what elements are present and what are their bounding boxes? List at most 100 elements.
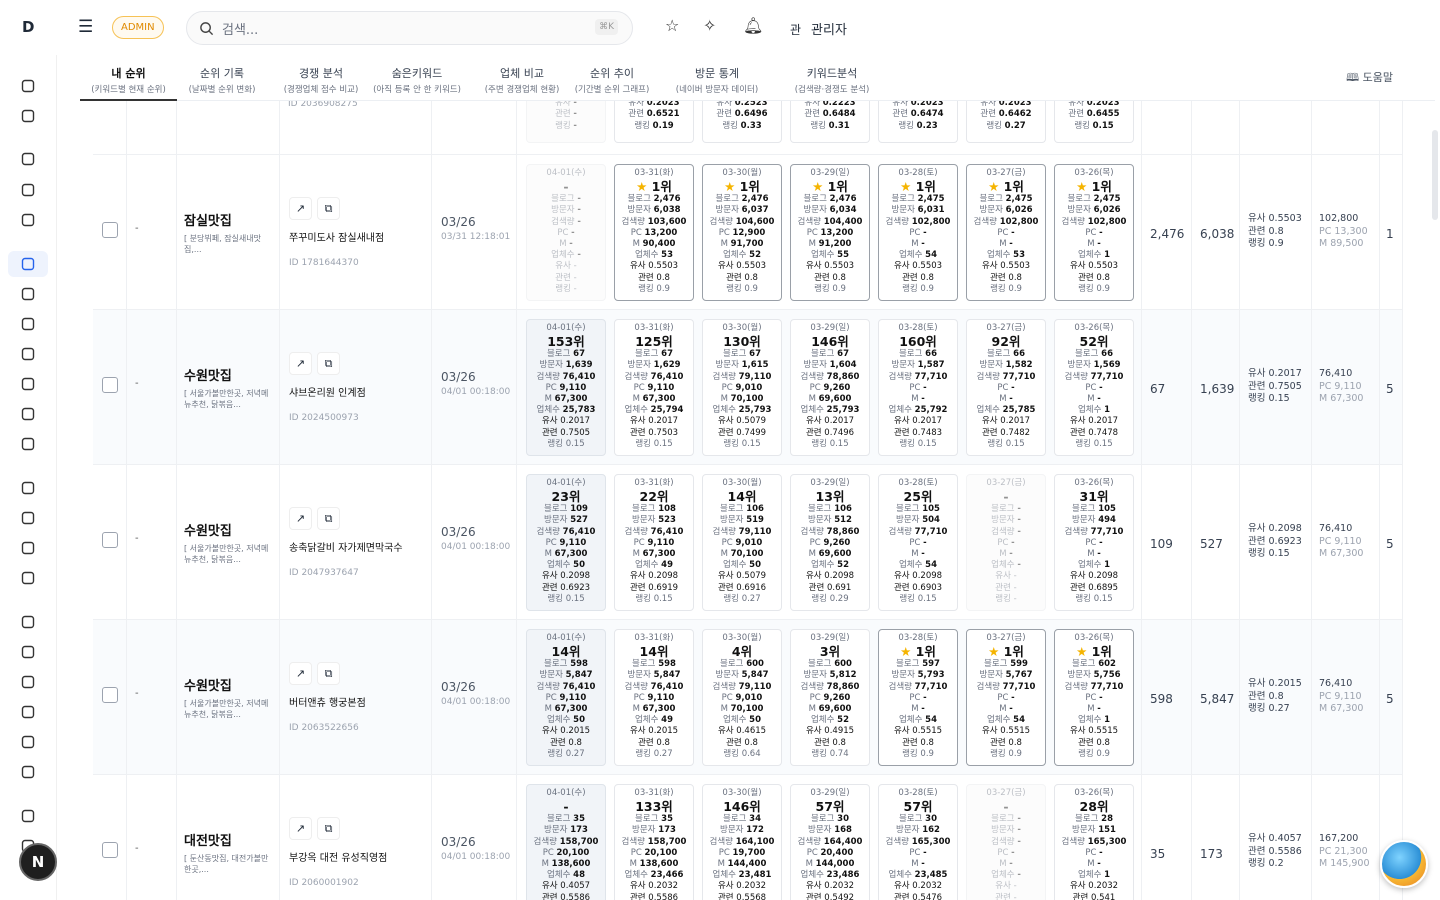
tab-1[interactable]: 순위 기록 (날짜별 순위 변화) <box>177 65 267 101</box>
sidebar-item-12[interactable] <box>8 475 48 501</box>
card-rel: 관련 0.8 <box>902 737 934 748</box>
card-date: 03-26(목) <box>1074 168 1114 178</box>
copy-icon[interactable]: ⧉ <box>317 662 340 685</box>
hamburger-menu-icon[interactable]: ☰ <box>78 17 94 37</box>
sidebar-item-13[interactable] <box>8 505 48 531</box>
search-volume: 167,200 PC 21,300 M 145,900 <box>1319 833 1370 871</box>
tab-4[interactable]: 업체 비교 (주변 경쟁업체 현황) <box>477 65 567 101</box>
card-blog-value: 67 <box>837 349 849 360</box>
row-checkbox[interactable] <box>102 842 118 858</box>
sidebar-item-18[interactable] <box>8 669 48 695</box>
copy-icon[interactable]: ⧉ <box>317 352 340 375</box>
card-pc-value: - <box>1099 227 1103 238</box>
card-search-value: 165,300 <box>911 836 951 847</box>
place-name[interactable]: 버터앤츄 행궁본점 <box>289 698 366 709</box>
sidebar-item-9[interactable] <box>8 371 48 397</box>
updated-datetime: 03/31 12:18:01 <box>441 232 511 242</box>
row-checkbox[interactable] <box>102 222 118 238</box>
table-cell: 03/26 03/31 12:18:01 <box>432 155 517 309</box>
card-pc-label: PC <box>630 847 645 858</box>
tab-7[interactable]: 키워드분석 (검색량·경쟁도 분석) <box>777 65 887 101</box>
card-visitors-label: 방문자 <box>1067 360 1094 371</box>
help-button[interactable]: 🕮 도움말 <box>1346 69 1393 88</box>
card-m: M 67,300 <box>527 704 605 715</box>
sidebar-item-20[interactable] <box>8 729 48 755</box>
keyword-cell[interactable]: 수원맛집 [ 서울가볼만한곳, 저녁메뉴추천, 닭볶음... <box>184 520 274 565</box>
external-link-icon[interactable]: ↗ <box>289 352 312 375</box>
row-checkbox[interactable] <box>102 377 118 393</box>
sidebar-item-17[interactable] <box>8 639 48 665</box>
floating-globe-button[interactable] <box>1380 840 1428 888</box>
table-cell <box>1312 95 1380 154</box>
sidebar-item-1[interactable] <box>8 103 48 129</box>
star-icon: ★ <box>988 644 1004 660</box>
bell-icon[interactable]: 🔔︎ <box>743 16 764 35</box>
card-rank: 52위 <box>1079 334 1109 350</box>
tab-6[interactable]: 방문 통계 (네이버 방문자 데이터) <box>657 65 777 101</box>
card-rank: 14위 <box>727 489 757 505</box>
sidebar-item-22[interactable] <box>8 803 48 829</box>
copy-icon[interactable]: ⧉ <box>317 197 340 220</box>
star-icon[interactable]: ☆ <box>665 16 680 35</box>
card-m: M 90,400 <box>615 239 693 250</box>
sidebar-item-3[interactable] <box>8 177 48 203</box>
blog-count: 109 <box>1150 537 1173 551</box>
place-name[interactable]: 샤브온리원 인계점 <box>289 388 366 399</box>
keyword-cell[interactable]: 수원맛집 [ 서울가볼만한곳, 저녁메뉴추천, 닭볶음... <box>184 675 274 720</box>
sidebar-item-4[interactable] <box>8 207 48 233</box>
sidebar-item-15[interactable] <box>8 565 48 591</box>
row-checkbox[interactable] <box>102 687 118 703</box>
card-date: 04-01(수) <box>546 168 586 178</box>
card-blog-value: 106 <box>834 504 852 515</box>
external-link-icon[interactable]: ↗ <box>289 662 312 685</box>
card-search-value: 76,410 <box>562 526 596 537</box>
sidebar-item-16[interactable] <box>8 609 48 635</box>
card-blog-label: 블로그 <box>898 814 926 825</box>
place-name[interactable]: 쭈꾸미도사 잠실새내점 <box>289 233 385 244</box>
card-rank: 57위 <box>903 799 933 815</box>
table-cell: 잠실맛집 [ 분당뷔페, 잠실새내맛집,... <box>177 155 280 309</box>
sidebar-item-19[interactable] <box>8 699 48 725</box>
copy-icon[interactable]: ⧉ <box>317 507 340 530</box>
place-name[interactable]: 송축닭갈비 자가제면막국수 <box>289 543 403 554</box>
card-score: 랭킹 0.74 <box>811 748 849 759</box>
keyword-cell[interactable]: 잠실맛집 [ 분당뷔페, 잠실새내맛집,... <box>184 210 274 255</box>
card-score: 랭킹 0.64 <box>723 748 761 759</box>
sidebar-item-7[interactable] <box>8 311 48 337</box>
avatar[interactable]: N <box>19 843 57 881</box>
sidebar-item-14[interactable] <box>8 535 48 561</box>
external-link-icon[interactable]: ↗ <box>289 197 312 220</box>
scrollbar[interactable] <box>1432 130 1438 220</box>
search-input[interactable]: 검색... ⌘K <box>186 11 633 45</box>
external-link-icon[interactable]: ↗ <box>289 507 312 530</box>
tab-3[interactable]: 숨은키워드 (아직 등록 안 한 키워드) <box>357 65 477 101</box>
card-sim-label: 유사 <box>980 98 999 109</box>
card-biz: 업체수 55 <box>791 250 869 261</box>
card-biz-value: 54 <box>1013 715 1025 726</box>
row-checkbox[interactable] <box>102 532 118 548</box>
external-link-icon[interactable]: ↗ <box>289 817 312 840</box>
sparkle-icon[interactable]: ✧ <box>703 16 717 35</box>
card-sim: 유사 0.5503 <box>717 261 767 272</box>
card-m-label: M <box>911 239 922 250</box>
sidebar-item-8[interactable] <box>8 341 48 367</box>
tab-2[interactable]: 경쟁 분석 (경쟁업체 점수 비교) <box>267 65 375 101</box>
card-biz-label: 업체수 <box>536 405 563 416</box>
card-pc-label: PC <box>557 227 572 238</box>
tab-0[interactable]: 내 순위 (키워드별 현재 순위) <box>80 65 177 101</box>
sidebar-item-21[interactable] <box>8 759 48 785</box>
keyword-cell[interactable]: 대전맛집 [ 둔산동맛집, 대전가볼만한곳,... <box>184 830 274 875</box>
copy-icon[interactable]: ⧉ <box>317 817 340 840</box>
sidebar-item-5[interactable] <box>8 251 48 277</box>
sidebar-item-0[interactable] <box>8 73 48 99</box>
user-menu[interactable]: 관 관리자 <box>790 19 847 38</box>
sidebar-item-10[interactable] <box>8 401 48 427</box>
sidebar-item-2[interactable] <box>8 146 48 172</box>
app-logo[interactable]: D <box>22 18 35 36</box>
sidebar-item-6[interactable] <box>8 281 48 307</box>
sidebar-item-11[interactable] <box>8 431 48 457</box>
place-name[interactable]: 부강옥 대전 유성직영점 <box>289 853 388 864</box>
card-rel: 관련 0.6455 <box>1055 109 1133 120</box>
keyword-cell[interactable]: 수원맛집 [ 서울가볼만한곳, 저녁메뉴추천, 닭볶음... <box>184 365 274 410</box>
tab-5[interactable]: 순위 추이 (기간별 순위 그래프) <box>567 65 657 101</box>
